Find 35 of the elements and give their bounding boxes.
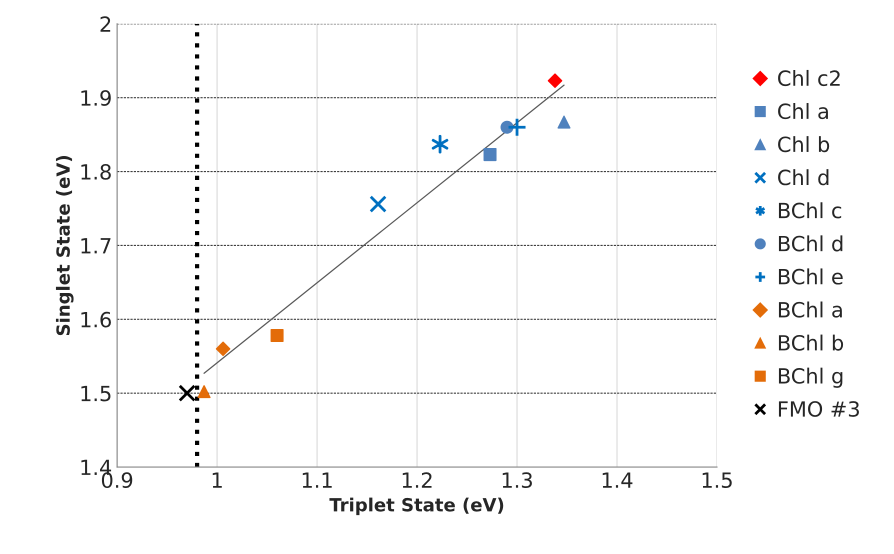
legend-label: Chl b: [778, 136, 830, 152]
x-tick-label: 1.4: [602, 472, 632, 488]
x-tick-label: 1.3: [502, 472, 532, 488]
point: [548, 73, 562, 88]
legend-label: FMO #3: [778, 401, 859, 417]
y-tick-label: 1.7: [81, 238, 110, 254]
point: [507, 117, 527, 138]
x-tick-label: 1.2: [402, 472, 432, 488]
legend-label: BChl b: [778, 334, 844, 351]
point: [178, 384, 196, 402]
x-tick-label: 1: [212, 472, 222, 488]
y-tick-label: 1.8: [81, 164, 111, 180]
legend-label: BChl g: [778, 368, 842, 388]
legend-label: BChl e: [778, 268, 843, 285]
point: [369, 195, 387, 213]
point: [432, 134, 448, 154]
legend-label: Chl a: [778, 103, 828, 120]
y-tick-label: 2: [100, 16, 110, 32]
y-tick-label: 1.5: [81, 386, 110, 402]
point: [558, 116, 571, 129]
legend-label: Chl c2: [778, 70, 840, 86]
x-tick-label: 1.5: [702, 472, 732, 488]
legend-label: Chl d: [778, 169, 828, 186]
legend-label: BChl d: [778, 235, 842, 252]
point: [484, 148, 497, 162]
x-tick-label: 1.1: [302, 472, 332, 488]
y-axis-title: Singlet State (eV): [56, 156, 74, 336]
legend-label: BChl c: [778, 202, 842, 218]
point: [198, 385, 211, 398]
y-tick-label: 1.9: [81, 90, 111, 106]
x-axis-title: Triplet State (eV): [329, 498, 504, 516]
y-tick-label: 1.6: [81, 312, 111, 328]
point: [270, 329, 284, 342]
legend-label: BChl a: [778, 302, 842, 318]
point: [216, 342, 230, 356]
